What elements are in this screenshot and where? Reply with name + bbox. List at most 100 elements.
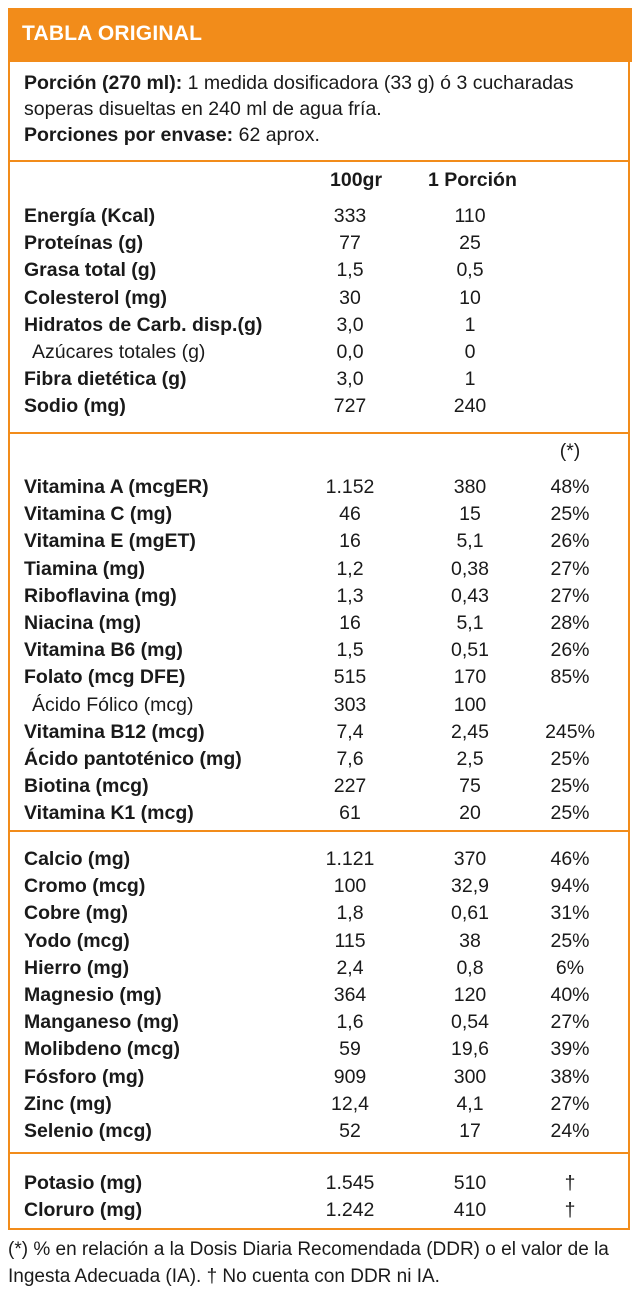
value-percent: 85% bbox=[550, 666, 590, 689]
value-portion: 5,1 bbox=[456, 612, 484, 634]
serving-info: Porción (270 ml): 1 medida dosificadora … bbox=[24, 70, 624, 148]
value-percent: 25% bbox=[550, 802, 590, 825]
value-100gr: 1,6 bbox=[336, 1011, 364, 1034]
nutrient-name: Hidratos de Carb. disp.(g) bbox=[24, 313, 263, 336]
value-portion: 19,6 bbox=[451, 1038, 489, 1061]
value-portion: 1 bbox=[464, 313, 476, 336]
nutrient-name: Magnesio (mg) bbox=[24, 984, 162, 1006]
value-100gr: 59 bbox=[339, 1038, 361, 1061]
value-100gr: 515 bbox=[333, 666, 367, 689]
portion-label: Porción (270 ml): bbox=[24, 72, 183, 94]
value-percent: 27% bbox=[550, 1011, 590, 1034]
value-portion: 2,45 bbox=[451, 720, 489, 743]
value-100gr: 12,4 bbox=[331, 1092, 369, 1115]
value-portion: 0,43 bbox=[451, 584, 489, 607]
table-row: Cloruro (mg) 1.242 410 † bbox=[10, 1199, 628, 1226]
value-100gr: 1,5 bbox=[336, 639, 364, 662]
table-row: Vitamina K1 (mcg) 61 20 25% bbox=[10, 802, 628, 829]
nutrient-name: Colesterol (mg) bbox=[24, 286, 168, 309]
table-row: Vitamina B12 (mcg) 7,4 2,45 245% bbox=[10, 721, 628, 748]
value-100gr: 1.121 bbox=[325, 848, 375, 870]
value-100gr: 303 bbox=[333, 693, 367, 716]
value-portion: 380 bbox=[453, 476, 487, 498]
value-100gr: 1,8 bbox=[336, 902, 364, 925]
value-percent: 25% bbox=[550, 503, 590, 526]
nutrient-name: Proteínas (g) bbox=[24, 232, 144, 255]
value-percent: 46% bbox=[550, 848, 590, 870]
value-percent: 25% bbox=[550, 775, 590, 798]
nutrient-name: Manganeso (mg) bbox=[24, 1011, 179, 1034]
value-100gr: 52 bbox=[339, 1120, 361, 1142]
pct-marker: (*) bbox=[559, 440, 581, 462]
table-row: Vitamina C (mg) 46 15 25% bbox=[10, 503, 628, 530]
table-row: Riboflavina (mg) 1,3 0,43 27% bbox=[10, 585, 628, 612]
table-row: Niacina (mg) 16 5,1 28% bbox=[10, 612, 628, 639]
nutrient-name: Cobre (mg) bbox=[24, 902, 128, 925]
value-100gr: 0,0 bbox=[336, 341, 364, 363]
value-percent: 245% bbox=[545, 720, 595, 743]
table-row: Proteínas (g) 77 25 bbox=[10, 232, 628, 259]
nutrient-name: Ácido pantoténico (mg) bbox=[24, 748, 242, 770]
value-portion: 120 bbox=[453, 984, 487, 1006]
value-percent: 26% bbox=[550, 639, 590, 662]
nutrient-name: Vitamina B6 (mg) bbox=[24, 639, 183, 662]
value-portion: 10 bbox=[459, 286, 481, 309]
section-divider bbox=[10, 432, 628, 434]
value-percent: 27% bbox=[550, 1092, 590, 1115]
value-100gr: 1.545 bbox=[325, 1172, 375, 1194]
value-portion: 0,38 bbox=[451, 557, 489, 580]
value-100gr: 77 bbox=[339, 232, 361, 255]
value-100gr: 1,2 bbox=[336, 557, 364, 580]
nutrient-name: Vitamina K1 (mcg) bbox=[24, 802, 194, 825]
nutrient-name: Fósforo (mg) bbox=[24, 1065, 145, 1088]
nutrient-name: Azúcares totales (g) bbox=[32, 341, 206, 363]
table-row: Zinc (mg) 12,4 4,1 27% bbox=[10, 1093, 628, 1120]
value-percent: 38% bbox=[550, 1065, 590, 1088]
table-title: TABLA ORIGINAL bbox=[22, 22, 203, 45]
table-row: Grasa total (g) 1,5 0,5 bbox=[10, 259, 628, 286]
nutrient-name: Vitamina E (mgET) bbox=[24, 530, 196, 553]
value-percent: 27% bbox=[550, 557, 590, 580]
value-100gr: 1,5 bbox=[336, 259, 364, 282]
value-percent: 27% bbox=[550, 584, 590, 607]
value-portion: 0,51 bbox=[451, 639, 489, 662]
table-row: Sodio (mg) 727 240 bbox=[10, 395, 628, 422]
nutrient-name: Energía (Kcal) bbox=[24, 205, 156, 227]
value-portion: 4,1 bbox=[456, 1092, 484, 1115]
table-row: Vitamina B6 (mg) 1,5 0,51 26% bbox=[10, 639, 628, 666]
divider bbox=[10, 160, 628, 162]
value-portion: 1 bbox=[464, 368, 476, 391]
value-portion: 2,5 bbox=[456, 748, 484, 770]
table-row: Fósforo (mg) 909 300 38% bbox=[10, 1066, 628, 1093]
nutrition-table: TABLA ORIGINAL Porción (270 ml): 1 medid… bbox=[8, 8, 632, 1230]
value-100gr: 16 bbox=[339, 530, 361, 553]
table-header: TABLA ORIGINAL bbox=[8, 8, 632, 62]
table-row: Magnesio (mg) 364 120 40% bbox=[10, 984, 628, 1011]
value-portion: 300 bbox=[453, 1065, 487, 1088]
table-row: Biotina (mcg) 227 75 25% bbox=[10, 775, 628, 802]
value-portion: 170 bbox=[453, 666, 487, 689]
nutrient-name: Grasa total (g) bbox=[24, 259, 157, 282]
nutrient-name: Folato (mcg DFE) bbox=[24, 666, 186, 689]
nutrient-name: Molibdeno (mcg) bbox=[24, 1038, 180, 1061]
table-row: Hierro (mg) 2,4 0,8 6% bbox=[10, 957, 628, 984]
value-100gr: 115 bbox=[334, 929, 366, 952]
value-portion: 370 bbox=[453, 848, 487, 870]
value-percent: 24% bbox=[550, 1120, 590, 1142]
value-portion: 410 bbox=[453, 1199, 487, 1222]
value-percent: 25% bbox=[550, 748, 590, 770]
value-portion: 100 bbox=[453, 693, 487, 716]
table-row: Folato (mcg DFE) 515 170 85% bbox=[10, 666, 628, 693]
value-percent: † bbox=[564, 1199, 576, 1222]
value-100gr: 7,4 bbox=[336, 720, 364, 743]
section-divider bbox=[10, 830, 628, 832]
value-100gr: 30 bbox=[339, 286, 361, 309]
value-percent: 25% bbox=[550, 929, 590, 952]
value-portion: 0,5 bbox=[456, 259, 484, 282]
value-portion: 0,61 bbox=[451, 902, 489, 925]
value-portion: 240 bbox=[453, 395, 487, 418]
value-percent: 26% bbox=[550, 530, 590, 553]
nutrient-name: Potasio (mg) bbox=[24, 1172, 143, 1194]
table-row: Ácido pantoténico (mg) 7,6 2,5 25% bbox=[10, 748, 628, 775]
table-row: Potasio (mg) 1.545 510 † bbox=[10, 1172, 628, 1199]
